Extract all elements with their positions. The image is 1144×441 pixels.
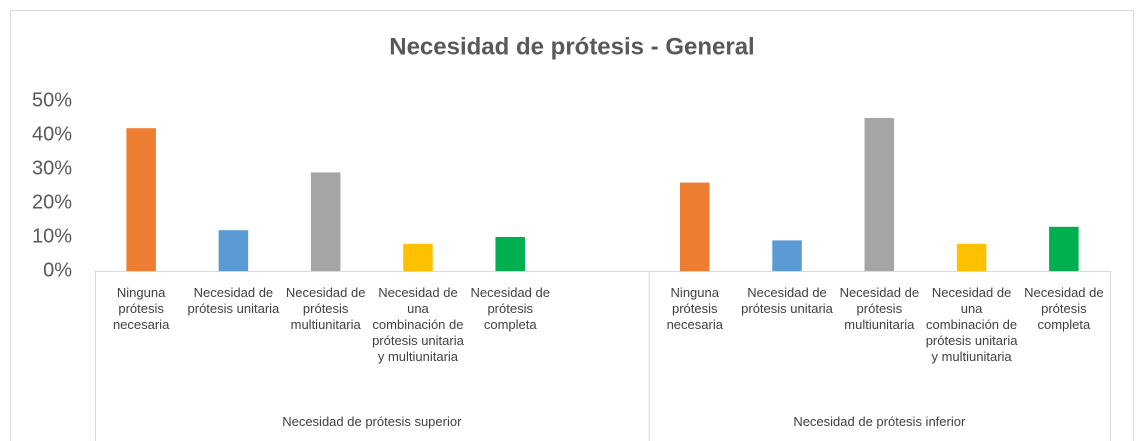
x-tick-label: Necesidad de prótesis multiunitaria bbox=[285, 285, 366, 332]
bar bbox=[495, 237, 525, 271]
bar bbox=[772, 240, 802, 271]
x-tick-label: Ninguna prótesis necesaria bbox=[112, 285, 170, 332]
x-tick-label: Necesidad de prótesis unitaria bbox=[187, 285, 280, 316]
chart-border bbox=[10, 10, 1134, 441]
y-tick-label: 20% bbox=[32, 191, 72, 213]
bar bbox=[864, 118, 895, 271]
group-label: Necesidad de prótesis inferior bbox=[793, 414, 966, 429]
x-tick-label: Necesidad de prótesis completa bbox=[1024, 285, 1104, 332]
y-tick-label: 50% bbox=[32, 89, 72, 111]
bar bbox=[680, 182, 710, 271]
bar bbox=[403, 243, 433, 271]
chart-title: Necesidad de prótesis - General bbox=[389, 33, 754, 60]
y-tick-label: 10% bbox=[32, 225, 72, 247]
y-tick-label: 40% bbox=[32, 123, 72, 145]
group-label: Necesidad de prótesis superior bbox=[282, 414, 462, 429]
x-tick-label: Necesidad de prótesis multiunitaria bbox=[839, 285, 920, 332]
x-tick-label: Ninguna prótesis necesaria bbox=[666, 285, 723, 332]
x-tick-label: Necesidad de una combinación de prótesis… bbox=[372, 285, 464, 364]
y-tick-label: 30% bbox=[32, 157, 72, 179]
bar bbox=[218, 230, 249, 271]
y-tick-label: 0% bbox=[43, 259, 72, 281]
x-tick-label: Necesidad de prótesis unitaria bbox=[741, 285, 833, 316]
bar bbox=[310, 172, 341, 271]
bar bbox=[1049, 226, 1079, 271]
x-tick-label: Necesidad de una combinación de prótesis… bbox=[925, 285, 1018, 364]
x-tick-label: Necesidad de prótesis completa bbox=[470, 285, 550, 332]
bar bbox=[126, 128, 156, 271]
bar bbox=[956, 243, 987, 271]
